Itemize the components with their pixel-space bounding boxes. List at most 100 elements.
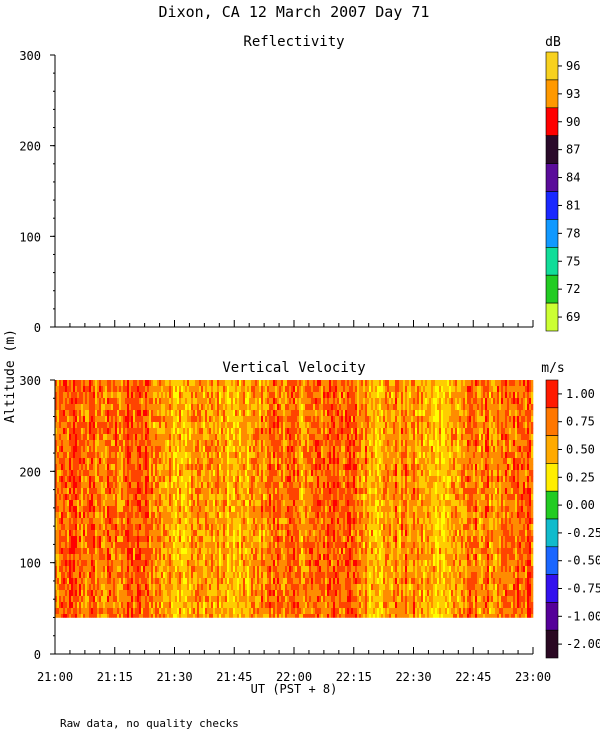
- velocity-cell: [149, 470, 152, 477]
- velocity-cell: [283, 518, 286, 525]
- velocity-cell: [271, 584, 274, 591]
- velocity-cell: [109, 572, 112, 579]
- velocity-cell: [265, 440, 268, 447]
- velocity-cell: [75, 584, 78, 591]
- velocity-cell: [255, 572, 258, 579]
- velocity-cell: [155, 452, 158, 459]
- velocity-cell: [141, 608, 144, 615]
- velocity-cell: [211, 530, 214, 537]
- velocity-cell: [167, 428, 170, 435]
- velocity-cell: [255, 566, 258, 573]
- velocity-cell: [219, 536, 222, 543]
- velocity-cell: [269, 404, 272, 411]
- velocity-cell: [265, 380, 268, 387]
- velocity-cell: [131, 392, 134, 399]
- reflectivity-panel-title: Reflectivity: [243, 34, 344, 50]
- velocity-cell: [67, 398, 70, 405]
- velocity-cell: [139, 488, 142, 495]
- velocity-cell: [243, 494, 246, 501]
- velocity-cell: [269, 512, 272, 519]
- velocity-cell: [215, 386, 218, 393]
- velocity-cell: [197, 476, 200, 483]
- velocity-cell: [187, 500, 190, 507]
- velocity-cell: [303, 512, 306, 519]
- velocity-cell: [293, 512, 296, 519]
- velocity-cell: [205, 560, 208, 567]
- velocity-cell: [285, 566, 288, 573]
- velocity-cell: [203, 470, 206, 477]
- velocity-cell: [281, 560, 284, 567]
- velocity-cell: [231, 434, 234, 441]
- velocity-cell: [299, 518, 302, 525]
- velocity-cell: [177, 518, 180, 525]
- velocity-cell: [261, 476, 264, 483]
- velocity-cell: [167, 506, 170, 513]
- velocity-cell: [235, 578, 238, 585]
- velocity-cell: [251, 392, 254, 399]
- velocity-cell: [59, 554, 62, 561]
- velocity-cell: [109, 530, 112, 537]
- velocity-cell: [275, 566, 278, 573]
- velocity-cell: [69, 380, 72, 387]
- velocity-cell: [163, 572, 166, 579]
- velocity-cell: [99, 458, 102, 465]
- velocity-cell: [125, 464, 128, 471]
- velocity-cell: [275, 392, 278, 399]
- velocity-cell: [283, 608, 286, 615]
- velocity-cell: [273, 572, 276, 579]
- velocity-cell: [79, 416, 82, 423]
- velocity-cell: [129, 518, 132, 525]
- velocity-cell: [301, 566, 304, 573]
- velocity-cell: [281, 440, 284, 447]
- velocity-cell: [57, 524, 60, 531]
- velocity-cell: [261, 470, 264, 477]
- velocity-cell: [241, 548, 244, 555]
- velocity-cell: [157, 524, 160, 531]
- velocity-cell: [199, 392, 202, 399]
- velocity-cell: [303, 494, 306, 501]
- velocity-cell: [75, 464, 78, 471]
- velocity-cell: [187, 422, 190, 429]
- velocity-cell: [79, 506, 82, 513]
- velocity-cell: [99, 500, 102, 507]
- velocity-cell: [119, 482, 122, 489]
- velocity-cell: [205, 380, 208, 387]
- velocity-cell: [245, 584, 248, 591]
- velocity-cell: [109, 470, 112, 477]
- velocity-cell: [277, 392, 280, 399]
- velocity-cell: [277, 566, 280, 573]
- velocity-cell: [205, 614, 208, 618]
- velocity-cell: [57, 590, 60, 597]
- velocity-cell: [55, 482, 58, 489]
- velocity-cell: [85, 530, 88, 537]
- velocity-cell: [125, 500, 128, 507]
- velocity-cell: [175, 530, 178, 537]
- velocity-cell: [195, 578, 198, 585]
- velocity-cell: [241, 566, 244, 573]
- velocity-cell: [105, 572, 108, 579]
- velocity-cell: [93, 590, 96, 597]
- velocity-cell: [63, 530, 66, 537]
- velocity-cell: [269, 530, 272, 537]
- velocity-cell: [171, 608, 174, 615]
- velocity-cell: [61, 476, 64, 483]
- velocity-cell: [131, 458, 134, 465]
- velocity-cell: [119, 554, 122, 561]
- velocity-cell: [215, 422, 218, 429]
- velocity-cell: [291, 596, 294, 603]
- velocity-cell: [63, 578, 66, 585]
- velocity-cell: [157, 554, 160, 561]
- velocity-cell: [121, 500, 124, 507]
- velocity-cell: [187, 572, 190, 579]
- velocity-cell: [243, 410, 246, 417]
- velocity-cell: [71, 464, 74, 471]
- velocity-cell: [301, 446, 304, 453]
- velocity-cell: [121, 542, 124, 549]
- velocity-cell: [121, 440, 124, 447]
- velocity-cell: [241, 524, 244, 531]
- velocity-cell: [133, 584, 136, 591]
- velocity-cell: [275, 500, 278, 507]
- velocity-cell: [95, 452, 98, 459]
- velocity-cell: [271, 500, 274, 507]
- velocity-cell: [95, 404, 98, 411]
